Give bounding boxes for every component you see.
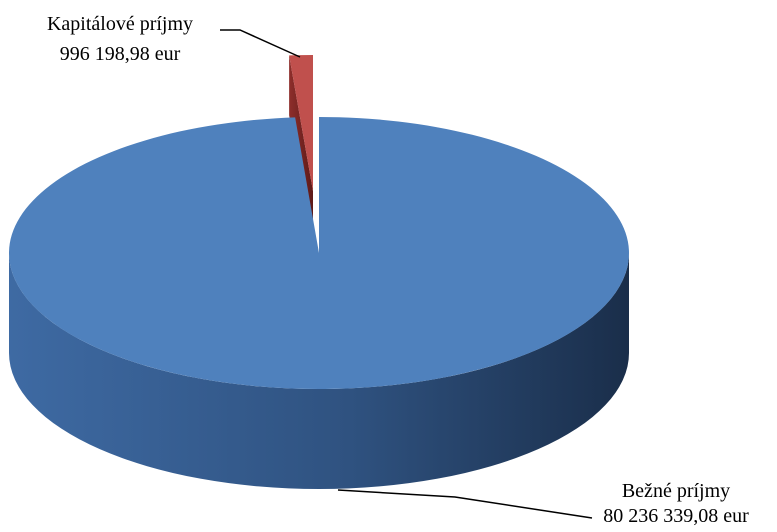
- label-bezne-prijmy-name: Bežné príjmy: [622, 480, 730, 502]
- leader-line-kapitalove-prijmy: [220, 29, 301, 58]
- leader-line-bezne-prijmy: [337, 489, 593, 519]
- slice-kapitalove-prijmy: [289, 55, 313, 191]
- label-kapitalove-prijmy-value: 996 198,98 eur: [60, 43, 181, 65]
- slice-side-bezne-prijmy: [9, 253, 629, 489]
- slice-bezne-prijmy: [9, 117, 630, 389]
- label-kapitalove-prijmy-name: Kapitálové príjmy: [47, 13, 193, 35]
- label-bezne-prijmy-value: 80 236 339,08 eur: [603, 505, 749, 527]
